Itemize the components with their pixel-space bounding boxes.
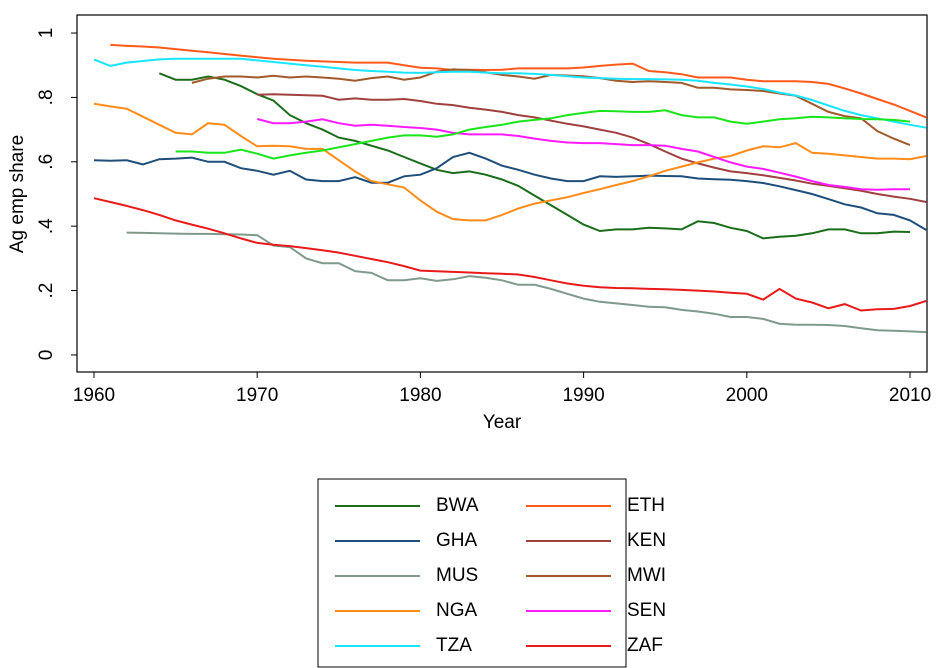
legend-label: ZAF xyxy=(627,635,663,656)
legend-label: KEN xyxy=(627,530,666,551)
series-line xyxy=(93,102,927,222)
series-line xyxy=(257,93,927,203)
series-line xyxy=(93,151,927,231)
y-tick-label: 0 xyxy=(36,350,57,361)
legend-label: SEN xyxy=(627,600,666,621)
y-tick-label: .4 xyxy=(36,218,57,234)
series-line xyxy=(158,72,911,240)
plot-frame xyxy=(76,14,928,373)
legend-label: MWI xyxy=(627,565,666,586)
legend-box xyxy=(317,478,627,668)
legend-label: MUS xyxy=(436,565,478,586)
series-line xyxy=(175,109,911,160)
x-tick-label: 1960 xyxy=(73,385,115,406)
x-tick-label: 1970 xyxy=(236,385,278,406)
x-axis-label: Year xyxy=(483,412,522,433)
x-tick-label: 1990 xyxy=(562,385,604,406)
legend-label: BWA xyxy=(436,495,479,516)
legend-label: ETH xyxy=(627,495,665,516)
legend-label: GHA xyxy=(436,530,478,551)
legend-label: NGA xyxy=(436,600,478,621)
y-tick-label: .2 xyxy=(36,283,57,299)
series-line xyxy=(93,57,927,129)
series-line xyxy=(126,231,927,334)
y-tick-label: .6 xyxy=(36,154,57,170)
legend-label: TZA xyxy=(436,635,472,656)
y-axis-label: Ag emp share xyxy=(7,135,28,253)
y-tick-label: 1 xyxy=(36,28,57,39)
series-line xyxy=(93,197,927,312)
y-tick-label: .8 xyxy=(36,89,57,105)
x-tick-label: 2010 xyxy=(889,385,931,406)
x-tick-label: 1980 xyxy=(399,385,441,406)
series-line xyxy=(110,43,927,119)
x-tick-label: 2000 xyxy=(726,385,768,406)
series-line xyxy=(256,118,910,191)
